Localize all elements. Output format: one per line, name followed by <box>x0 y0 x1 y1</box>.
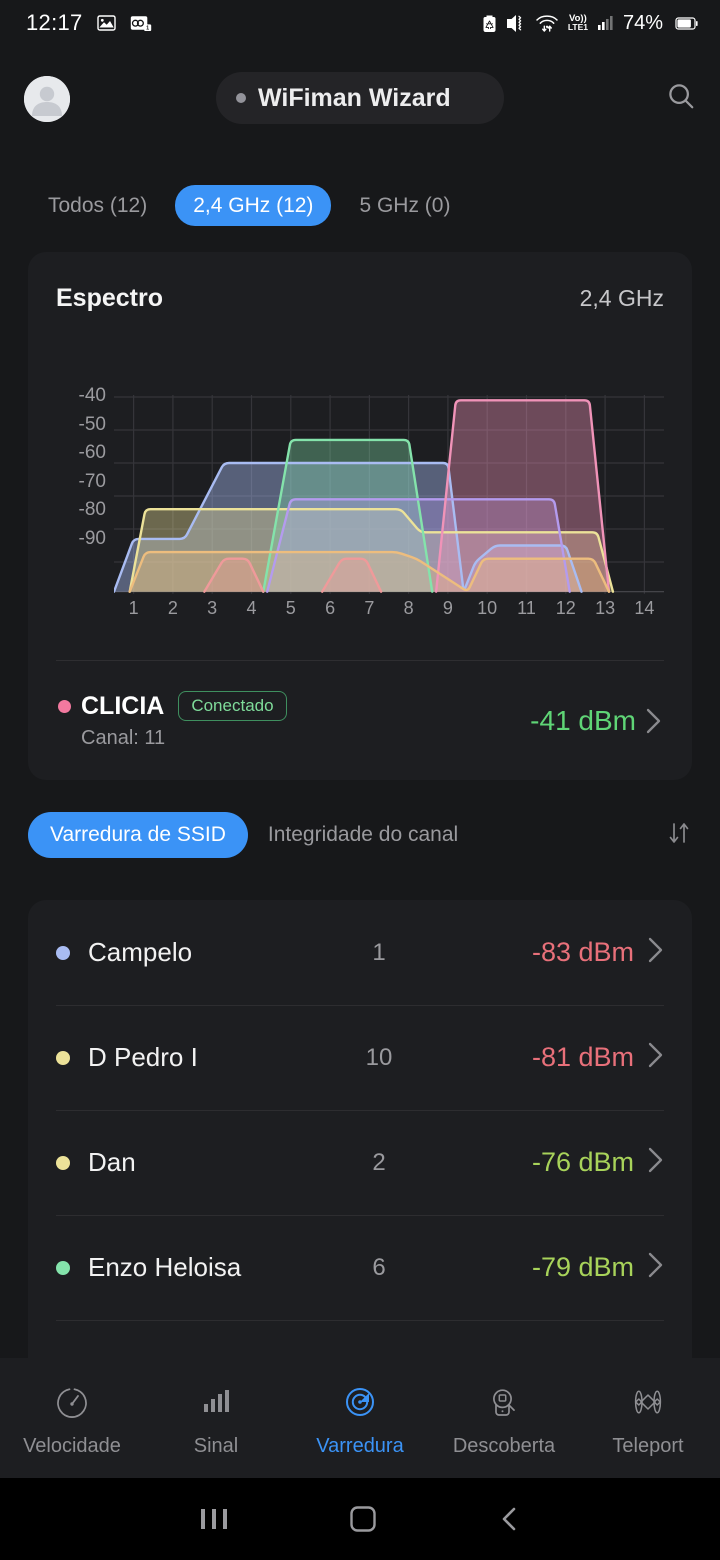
svg-text:1: 1 <box>146 26 149 31</box>
